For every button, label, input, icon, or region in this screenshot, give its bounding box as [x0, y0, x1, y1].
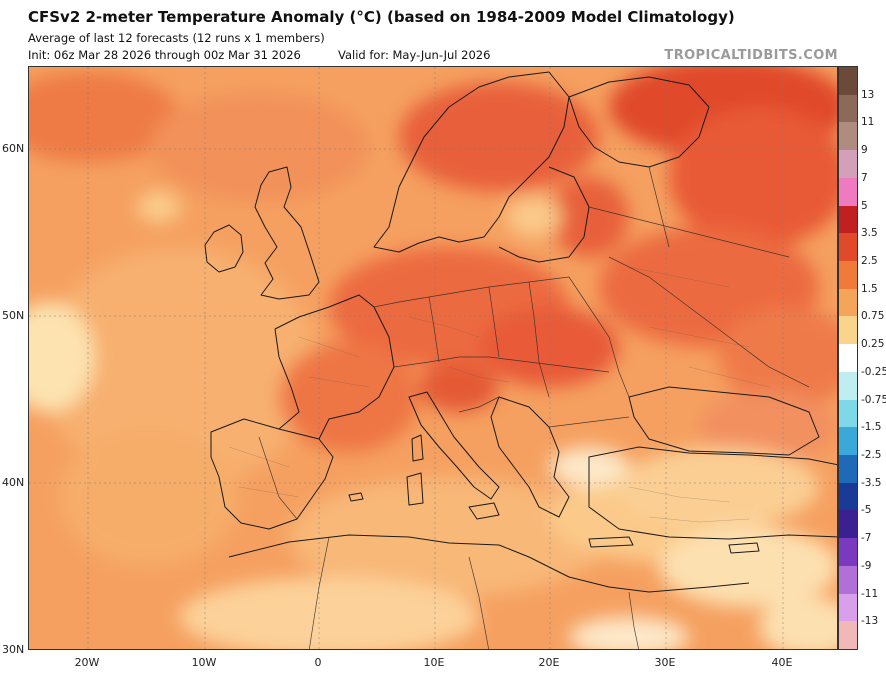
color-scale-label: 2.5: [861, 255, 878, 267]
color-scale-swatch: [839, 344, 857, 373]
color-scale-swatch: [839, 94, 857, 123]
region-borders: [228, 266, 770, 523]
map-subtitle: Average of last 12 forecasts (12 runs x …: [28, 31, 325, 45]
color-scale-swatch: [839, 316, 857, 345]
color-scale-label: -2.5: [861, 449, 882, 461]
color-scale-swatch: [839, 205, 857, 234]
valid-time-label: Valid for: May-Jun-Jul 2026: [338, 48, 491, 62]
longitude-label-20w: 20W: [74, 656, 100, 669]
longitude-label-20e: 20E: [538, 656, 560, 669]
anomaly-map-graphic: [29, 67, 837, 649]
map-graticule: [29, 67, 837, 649]
color-scale-label: -3.5: [861, 476, 882, 489]
color-scale-label: 1.5: [861, 282, 878, 295]
init-time-label: Init: 06z Mar 28 2026 through 00z Mar 31…: [28, 48, 301, 62]
latitude-label-50n: 50N: [2, 309, 25, 322]
color-scale-label: -5: [861, 504, 872, 517]
color-scale-label: 9: [861, 144, 868, 157]
color-scale-swatch: [839, 371, 857, 401]
country-borders: [258, 166, 810, 649]
longitude-label-10e: 10E: [423, 656, 445, 669]
longitude-label-0: 0: [314, 656, 322, 669]
color-scale-label: 0.25: [861, 338, 885, 351]
color-scale-label: 7: [861, 171, 868, 184]
latitude-label-40n: 40N: [2, 476, 25, 489]
color-scale-label: 0.75: [861, 310, 885, 323]
chart-header: CFSv2 2-meter Temperature Anomaly (°C) (…: [0, 0, 886, 66]
color-scale-label: -0.75: [861, 393, 886, 406]
longitude-label-40e: 40E: [771, 656, 793, 669]
color-scale-label: -13: [861, 615, 879, 628]
latitude-label-30n: 30N: [2, 643, 25, 656]
color-scale-swatch: [839, 593, 857, 622]
color-scale-swatch: [839, 482, 857, 511]
color-scale-label: -0.25: [861, 365, 886, 378]
color-scale-swatch: [839, 122, 857, 151]
anomaly-field: [29, 67, 837, 649]
site-watermark: TROPICALTIDBITS.COM: [664, 48, 838, 63]
color-scale-swatch: [839, 621, 857, 650]
color-scale-label: 11: [861, 116, 875, 129]
color-scale-swatch: [839, 150, 857, 179]
color-scale-label: 5: [861, 199, 868, 212]
color-scale-swatch: [839, 510, 857, 539]
color-scale-swatch: [839, 399, 857, 428]
color-scale-swatch: [839, 565, 857, 595]
latitude-label-60n: 60N: [2, 142, 25, 155]
color-scale-swatch: [839, 177, 857, 207]
anomaly-map: [28, 66, 838, 650]
color-scale-label: -11: [861, 587, 879, 600]
color-scale-swatch: [839, 455, 857, 484]
color-scale-swatch: [839, 67, 857, 96]
color-scale-swatch: [839, 288, 857, 317]
longitude-label-10w: 10W: [191, 656, 217, 669]
color-scale-label: -7: [861, 532, 872, 545]
coastlines: [204, 71, 837, 593]
color-scale-label: 13: [861, 88, 875, 101]
color-scale-label: 3.5: [861, 227, 878, 240]
color-scale-swatch: [839, 261, 857, 290]
color-scale-label: -1.5: [861, 421, 882, 434]
color-scale-swatch: [839, 427, 857, 456]
color-scale-swatch: [839, 233, 857, 262]
color-scale-label: -9: [861, 559, 872, 572]
color-scale-bar: [838, 66, 858, 650]
color-scale-swatch: [839, 538, 857, 567]
longitude-label-30e: 30E: [654, 656, 676, 669]
map-title: CFSv2 2-meter Temperature Anomaly (°C) (…: [28, 8, 735, 26]
